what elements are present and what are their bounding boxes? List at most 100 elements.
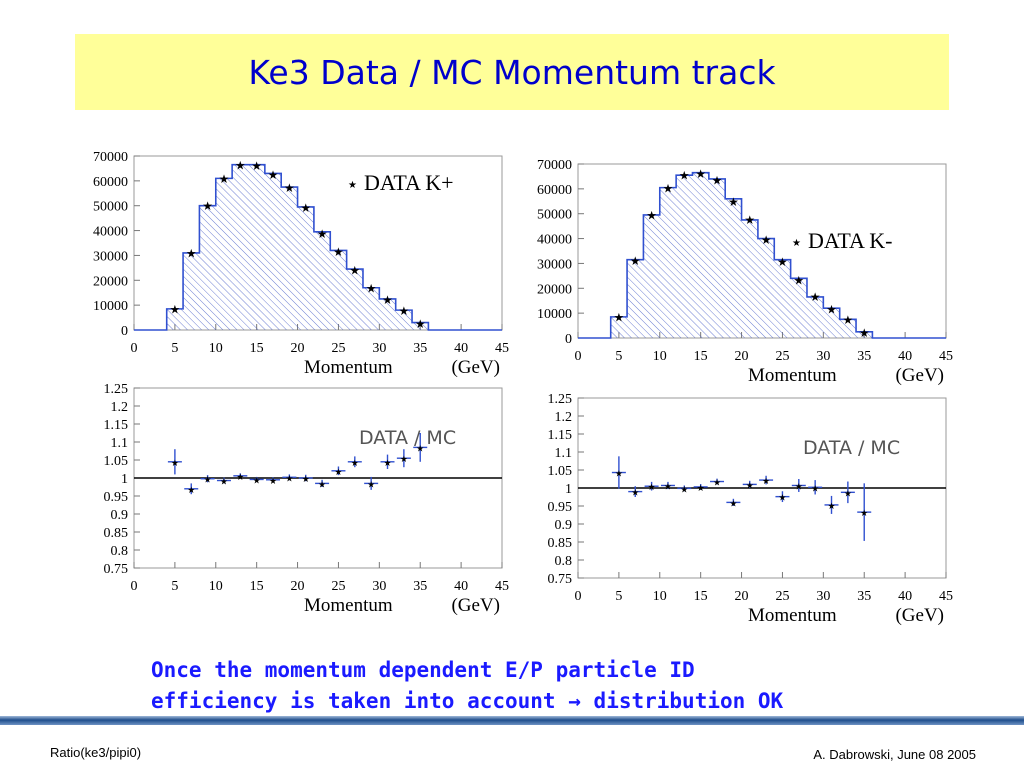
- x-tick-label: 40: [454, 341, 468, 356]
- ratio-point: ★: [318, 480, 326, 490]
- x-tick-label: 40: [898, 349, 912, 364]
- mc-bin-bar: [395, 310, 413, 330]
- ratio-point: ★: [351, 459, 359, 469]
- mc-bin-bar: [708, 178, 726, 338]
- x-tick-label: 40: [454, 579, 468, 594]
- x-tick-label: 15: [694, 349, 708, 364]
- mc-bin-bar: [362, 287, 380, 330]
- ratio-point: ★: [171, 459, 179, 469]
- mc-bin-bar: [839, 319, 857, 338]
- y-tick-label: 60000: [93, 175, 128, 190]
- y-tick-label: 70000: [537, 158, 572, 173]
- y-tick-label: 0.8: [111, 544, 129, 559]
- mc-bin-bar: [346, 269, 363, 330]
- data-point-star: ★: [202, 199, 213, 213]
- ratio-point: ★: [631, 489, 639, 499]
- x-tick-label: 15: [250, 341, 264, 356]
- mc-bin-bar: [264, 173, 282, 330]
- x-axis-unit: (GeV): [895, 365, 944, 386]
- mc-bin-bar: [412, 322, 429, 330]
- ratio-point: ★: [302, 475, 310, 485]
- mc-bin-bar: [232, 164, 249, 330]
- x-axis-title: Momentum: [304, 595, 393, 616]
- x-tick-label: 35: [413, 579, 427, 594]
- data-point-star: ★: [382, 293, 393, 307]
- mc-bin-bar: [676, 175, 693, 338]
- x-tick-label: 40: [898, 589, 912, 604]
- y-tick-label: 40000: [537, 233, 572, 248]
- mc-bin-bar: [627, 259, 644, 338]
- data-point-star: ★: [712, 173, 723, 187]
- ratio-point: ★: [204, 476, 212, 486]
- ratio-point: ★: [400, 455, 408, 465]
- ratio-point: ★: [729, 499, 737, 509]
- ratio-point: ★: [285, 474, 293, 484]
- data-point-star: ★: [300, 201, 311, 215]
- x-tick-label: 45: [495, 579, 509, 594]
- data-point-star: ★: [728, 195, 739, 209]
- kminus-ratio-chart: 0.75 0.8 0.85 0.9 0.95 1 1.05 1.1 1.15 1.2 1.25 0 5 1…: [548, 392, 954, 626]
- ratio-point: ★: [697, 484, 705, 494]
- kplus-ratio-chart: 0.75 0.8 0.85 0.9 0.95 1 1.05 1.1 1.15 1.2 1.25 0 5 1…: [104, 382, 510, 616]
- note-line-2-start: efficiency is taken into account: [151, 689, 556, 713]
- y-tick-label: 1.15: [104, 418, 129, 433]
- x-tick-label: 20: [291, 579, 305, 594]
- y-tick-label: 1.2: [111, 400, 129, 415]
- data-point-star: ★: [761, 233, 772, 247]
- x-tick-label: 15: [694, 589, 708, 604]
- data-point-star: ★: [235, 158, 246, 172]
- kminus-ratio-plot: 0.75 0.8 0.85 0.9 0.95 1 1.05 1.1 1.15 1.2 1.25 0 5 1…: [522, 388, 954, 634]
- arrow-right-icon: →: [568, 689, 581, 713]
- ratio-point: ★: [811, 484, 819, 494]
- ratio-point: ★: [746, 481, 754, 491]
- ratio-point: ★: [187, 486, 195, 496]
- mc-histogram-line: [134, 163, 502, 331]
- y-tick-label: 30000: [93, 249, 128, 264]
- footer-left-text: Ratio(ke3/pipi0): [50, 745, 142, 760]
- mc-bin-bar: [215, 178, 233, 330]
- x-tick-label: 45: [939, 349, 953, 364]
- x-axis-unit: (GeV): [451, 595, 500, 616]
- ratio-point: ★: [416, 444, 424, 454]
- ratio-point: ★: [383, 459, 391, 469]
- ratio-point: ★: [367, 480, 375, 490]
- kminus-momentum-plot: 0 10000 20000 30000 40000 50000 60000 70000 0 5 10…: [522, 158, 954, 393]
- legend-label: DATA K-: [808, 228, 892, 253]
- mc-bin-bar: [790, 278, 807, 338]
- y-tick-label: 0.85: [104, 526, 129, 541]
- x-tick-label: 30: [816, 349, 830, 364]
- data-point-star: ★: [284, 181, 295, 195]
- x-tick-label: 25: [775, 589, 789, 604]
- y-tick-label: 1: [565, 482, 572, 497]
- y-tick-label: 30000: [537, 257, 572, 272]
- x-tick-label: 35: [413, 341, 427, 356]
- y-tick-label: 50000: [93, 200, 128, 215]
- y-tick-label: 0.95: [548, 500, 573, 515]
- data-point-star: ★: [415, 317, 426, 331]
- x-tick-label: 5: [615, 589, 622, 604]
- x-tick-label: 0: [131, 341, 138, 356]
- legend-star-icon: ★: [792, 238, 801, 249]
- data-point-star: ★: [777, 255, 788, 269]
- y-tick-label: 0.75: [104, 562, 129, 577]
- x-tick-label: 45: [939, 589, 953, 604]
- ratio-point: ★: [664, 482, 672, 492]
- note-line-2: efficiency is taken into account → distr…: [151, 686, 911, 717]
- y-tick-label: 10000: [93, 299, 128, 314]
- data-point-star: ★: [663, 181, 674, 195]
- y-tick-label: 1.05: [548, 464, 573, 479]
- ratio-point: ★: [762, 477, 770, 487]
- y-tick-label: 40000: [93, 225, 128, 240]
- mc-bin-bar: [281, 187, 298, 330]
- data-point-star: ★: [219, 172, 230, 186]
- y-tick-label: 1.15: [548, 428, 573, 443]
- mc-bin-bar: [610, 316, 628, 338]
- mc-bin-bar: [183, 252, 200, 330]
- x-tick-label: 35: [857, 349, 871, 364]
- data-point-star: ★: [679, 169, 690, 183]
- x-tick-label: 20: [735, 349, 749, 364]
- x-axis-title: Momentum: [304, 357, 393, 378]
- data-point-star: ★: [317, 227, 328, 241]
- data-point-star: ★: [333, 245, 344, 259]
- y-tick-label: 20000: [93, 274, 128, 289]
